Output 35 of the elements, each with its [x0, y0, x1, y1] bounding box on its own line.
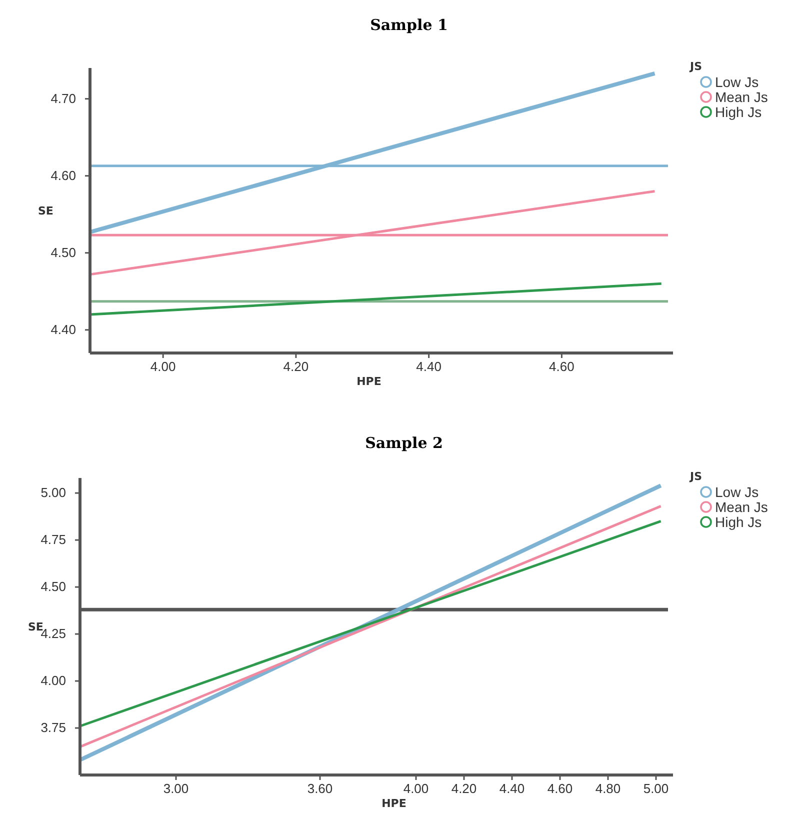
- y-tick-label: 3.75: [40, 720, 66, 736]
- legend-label: Mean Js: [715, 89, 768, 105]
- y-tick-label: 4.40: [50, 322, 76, 337]
- x-tick-label: 4.60: [547, 781, 573, 796]
- y-tick-label: 4.50: [40, 579, 66, 594]
- legend-label: High Js: [715, 104, 762, 120]
- y-tick-label: 4.70: [50, 90, 76, 106]
- chart-title: Sample 1: [370, 16, 448, 34]
- y-tick-label: 5.00: [40, 485, 66, 500]
- x-tick-label: 4.40: [416, 359, 442, 374]
- x-tick-label: 4.00: [403, 781, 429, 796]
- legend-title: JS: [689, 60, 702, 73]
- legend-label: High Js: [715, 514, 762, 530]
- x-tick-label: 4.80: [595, 781, 621, 796]
- legend-label: Low Js: [715, 74, 759, 90]
- x-axis-title: HPE: [382, 797, 406, 810]
- x-tick-label: 4.40: [499, 781, 525, 796]
- x-tick-label: 4.20: [451, 781, 477, 796]
- x-tick-label: 4.00: [150, 359, 176, 374]
- x-tick-label: 4.60: [549, 359, 574, 374]
- x-axis-title: HPE: [356, 375, 382, 388]
- x-tick-label: 4.20: [283, 359, 309, 374]
- y-tick-label: 4.60: [50, 168, 76, 183]
- legend-label: Mean Js: [715, 499, 768, 515]
- y-tick-label: 4.75: [40, 532, 66, 548]
- x-tick-label: 5.00: [643, 781, 669, 796]
- legend-label: Low Js: [715, 484, 759, 500]
- y-axis-title: SE: [38, 204, 54, 218]
- chart-title: Sample 2: [365, 434, 443, 452]
- x-tick-label: 3.60: [307, 781, 333, 796]
- y-axis-title: SE: [28, 620, 44, 634]
- legend-title: JS: [689, 470, 702, 483]
- x-tick-label: 3.00: [163, 781, 189, 796]
- y-tick-label: 4.00: [40, 673, 66, 688]
- y-tick-label: 4.50: [50, 244, 76, 260]
